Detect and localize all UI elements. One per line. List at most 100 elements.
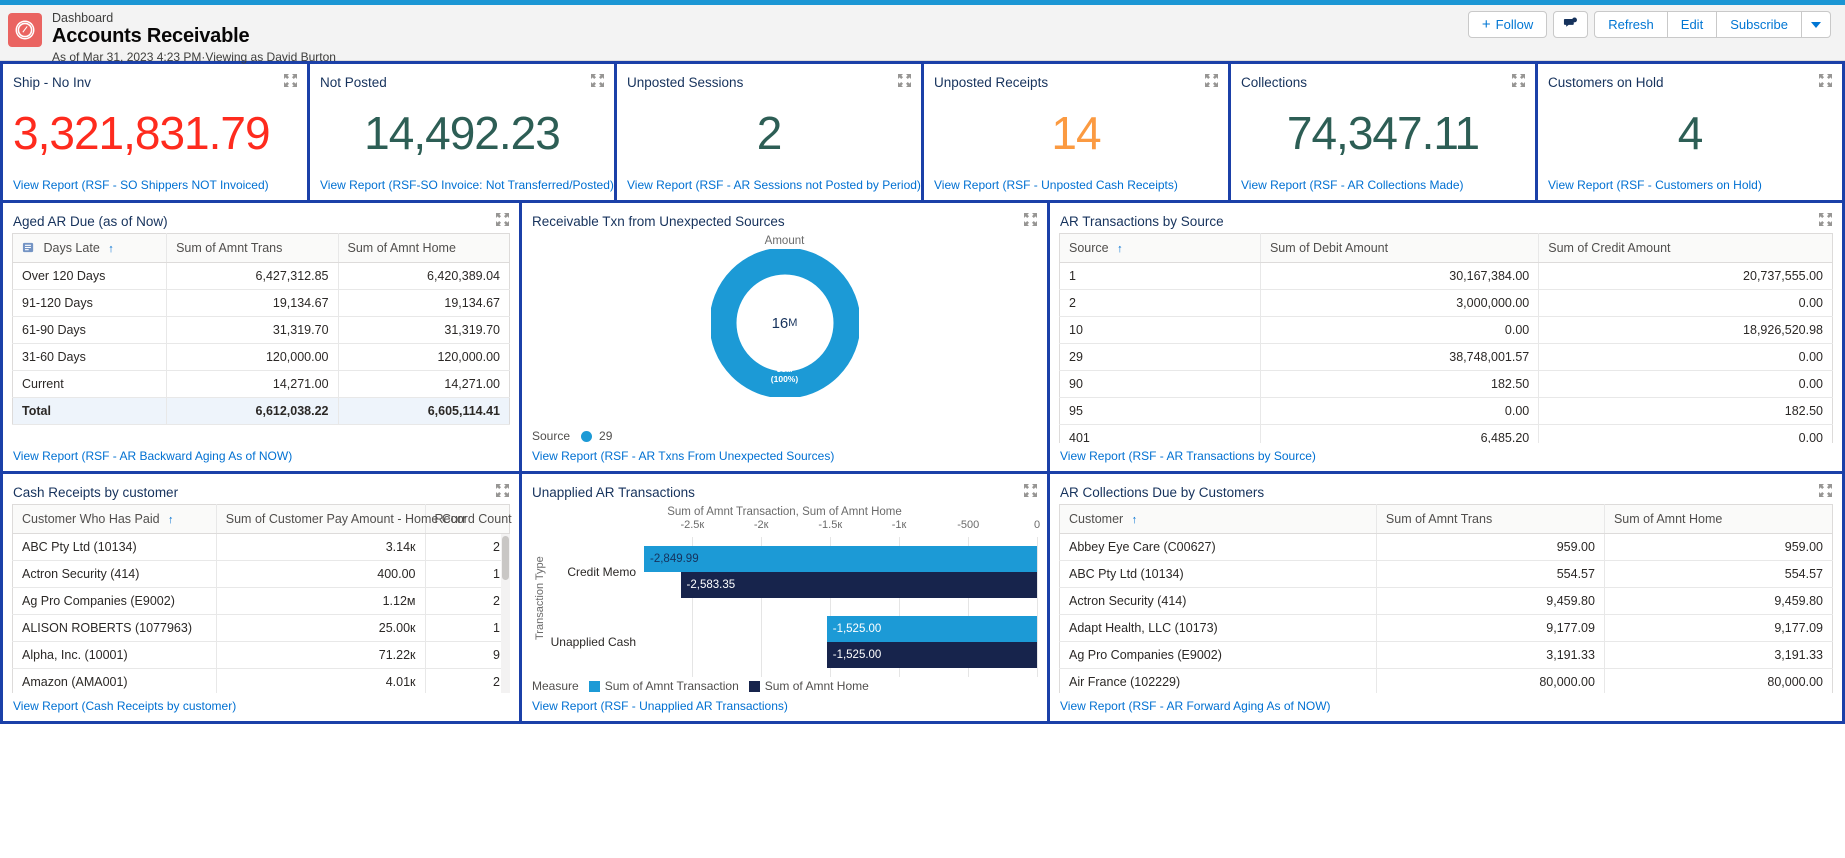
- cell-customer[interactable]: ABC Pty Ltd (10134): [1059, 560, 1377, 588]
- table-row[interactable]: Amazon (AMA001) 4.01к 2: [12, 668, 510, 693]
- table-row[interactable]: 31-60 Days 120,000.00 120,000.00: [11, 343, 511, 371]
- column-header-customer-paid[interactable]: Customer Who Has Paid ↑: [12, 504, 217, 534]
- table-row[interactable]: 10 0.00 18,926,520.98: [1059, 316, 1833, 344]
- column-header-customer[interactable]: Customer ↑: [1059, 504, 1377, 534]
- more-actions-button[interactable]: [1802, 11, 1831, 38]
- table-row[interactable]: Abbey Eye Care (C00627) 959.00 959.00: [1059, 533, 1834, 561]
- expand-icon[interactable]: [1819, 213, 1832, 226]
- expand-icon[interactable]: [1819, 484, 1832, 497]
- table-row[interactable]: Air France (102229) 80,000.00 80,000.00: [1059, 668, 1834, 693]
- expand-icon[interactable]: [1205, 74, 1218, 87]
- cell-customer[interactable]: Actron Security (414): [1059, 587, 1377, 615]
- view-report-link[interactable]: View Report (RSF - AR Forward Aging As o…: [1060, 699, 1331, 713]
- expand-icon[interactable]: [284, 74, 297, 87]
- kpi-card-not-posted[interactable]: Not Posted 14,492.23 View Report (RSF-SO…: [310, 64, 614, 200]
- cell-customer[interactable]: Amazon (AMA001): [12, 668, 217, 693]
- cell-customer[interactable]: Abbey Eye Care (C00627): [1059, 533, 1377, 561]
- table-row[interactable]: Actron Security (414) 9,459.80 9,459.80: [1059, 587, 1834, 615]
- cell-customer[interactable]: Actron Security (414): [12, 560, 217, 588]
- column-header-record-count[interactable]: Record Count: [425, 504, 512, 534]
- column-header-sum-amnt-trans[interactable]: Sum of Amnt Trans: [166, 233, 339, 263]
- table-row[interactable]: 90 182.50 0.00: [1059, 370, 1833, 398]
- view-report-link[interactable]: View Report (RSF - AR Txns From Unexpect…: [532, 449, 835, 463]
- view-report-link[interactable]: View Report (Cash Receipts by customer): [13, 699, 237, 713]
- table-row[interactable]: 1 30,167,384.00 20,737,555.00: [1059, 262, 1833, 290]
- view-report-link[interactable]: View Report (RSF - Unposted Cash Receipt…: [934, 178, 1178, 192]
- table-row[interactable]: 91-120 Days 19,134.67 19,134.67: [11, 289, 511, 317]
- expand-icon[interactable]: [1819, 74, 1832, 87]
- column-header-pay-amount[interactable]: Sum of Customer Pay Amount - Home Curr: [216, 504, 466, 534]
- expand-icon[interactable]: [1024, 213, 1037, 226]
- kpi-card-customers-on-hold[interactable]: Customers on Hold 4 View Report (RSF - C…: [1538, 64, 1842, 200]
- table-scrollbar-track[interactable]: [501, 534, 510, 693]
- edit-button[interactable]: Edit: [1667, 11, 1718, 38]
- legend-color-swatch: [581, 430, 593, 442]
- cell-customer[interactable]: Adapt Health, LLC (10173): [1059, 614, 1377, 642]
- view-report-link[interactable]: View Report (RSF - Customers on Hold): [1548, 178, 1762, 192]
- kpi-card-unposted-sessions[interactable]: Unposted Sessions 2 View Report (RSF - A…: [617, 64, 921, 200]
- view-report-link[interactable]: View Report (RSF - AR Transactions by So…: [1060, 449, 1316, 463]
- table-row[interactable]: ABC Pty Ltd (10134) 554.57 554.57: [1059, 560, 1834, 588]
- expand-icon[interactable]: [1024, 484, 1037, 497]
- table-row[interactable]: Ag Pro Companies (E9002) 3,191.33 3,191.…: [1059, 641, 1834, 669]
- donut-ring[interactable]: 16 M 35м (100%): [709, 247, 860, 399]
- table-row[interactable]: Actron Security (414) 400.00 1: [12, 560, 510, 588]
- table-row[interactable]: 61-90 Days 31,319.70 31,319.70: [11, 316, 511, 344]
- cell-customer[interactable]: Air France (102229): [1059, 668, 1377, 693]
- kpi-card-unposted-receipts[interactable]: Unposted Receipts 14 View Report (RSF - …: [924, 64, 1228, 200]
- table-row[interactable]: Over 120 Days 6,427,312.85 6,420,389.04: [11, 262, 511, 290]
- view-report-link[interactable]: View Report (RSF - AR Collections Made): [1241, 178, 1464, 192]
- table-row[interactable]: 29 38,748,001.57 0.00: [1059, 343, 1833, 371]
- column-header-credit[interactable]: Sum of Credit Amount: [1538, 233, 1833, 263]
- table-scrollbar-thumb[interactable]: [502, 536, 509, 580]
- cell-customer[interactable]: Ag Pro Companies (E9002): [1059, 641, 1377, 669]
- legend-item-transaction[interactable]: Sum of Amnt Transaction: [588, 679, 739, 693]
- plus-icon: +: [1481, 16, 1491, 33]
- column-header-sum-amnt-home[interactable]: Sum of Amnt Home: [338, 233, 511, 263]
- expand-icon[interactable]: [1512, 74, 1525, 87]
- expand-icon[interactable]: [591, 74, 604, 87]
- expand-icon[interactable]: [496, 484, 509, 497]
- expand-icon[interactable]: [496, 213, 509, 226]
- page-title: Accounts Receivable: [52, 25, 250, 48]
- bar-unapplied-cash-home[interactable]: -1,525.00: [644, 642, 1037, 668]
- kpi-card-ship-no-inv[interactable]: Ship - No Inv 3,321,831.79 View Report (…: [3, 64, 307, 200]
- column-header-amnt-trans[interactable]: Sum of Amnt Trans: [1376, 504, 1605, 534]
- table-row[interactable]: Ag Pro Companies (E9002) 1.12м 2: [12, 587, 510, 615]
- bar-unapplied-cash-transaction[interactable]: -1,525.00: [644, 616, 1037, 642]
- table-row[interactable]: 401 6,485.20 0.00: [1059, 424, 1833, 443]
- panel-ar-collections-due: AR Collections Due by Customers Customer…: [1050, 474, 1842, 721]
- view-report-link[interactable]: View Report (RSF-SO Invoice: Not Transfe…: [320, 178, 614, 192]
- table-row[interactable]: Current 14,271.00 14,271.00: [11, 370, 511, 398]
- table-row[interactable]: ALISON ROBERTS (1077963) 25.00к 1: [12, 614, 510, 642]
- refresh-button[interactable]: Refresh: [1594, 11, 1668, 38]
- table-row[interactable]: 2 3,000,000.00 0.00: [1059, 289, 1833, 317]
- view-report-link[interactable]: View Report (RSF - AR Backward Aging As …: [13, 449, 293, 463]
- donut-total: 16: [771, 314, 789, 332]
- bar-credit-memo-transaction[interactable]: -2,849.99: [644, 546, 1037, 572]
- legend-item-home[interactable]: Sum of Amnt Home: [748, 679, 869, 693]
- view-report-link[interactable]: View Report (RSF - Unapplied AR Transact…: [532, 699, 788, 713]
- cell-customer[interactable]: ALISON ROBERTS (1077963): [12, 614, 217, 642]
- column-header-source[interactable]: Source ↑: [1059, 233, 1261, 263]
- table-row[interactable]: 95 0.00 182.50: [1059, 397, 1833, 425]
- table-row[interactable]: ABC Pty Ltd (10134) 3.14к 2: [12, 533, 510, 561]
- follow-button[interactable]: + Follow: [1467, 11, 1548, 38]
- subscribe-button[interactable]: Subscribe: [1717, 11, 1802, 38]
- kpi-card-collections[interactable]: Collections 74,347.11 View Report (RSF -…: [1231, 64, 1535, 200]
- cell-customer[interactable]: ABC Pty Ltd (10134): [12, 533, 217, 561]
- bar-credit-memo-home[interactable]: -2,583.35: [644, 572, 1037, 598]
- column-header-debit[interactable]: Sum of Debit Amount: [1260, 233, 1540, 263]
- column-header-days-late[interactable]: Days Late ↑: [11, 233, 168, 263]
- expand-icon[interactable]: [898, 74, 911, 87]
- table-container: Days Late ↑ Sum of Amnt Trans Sum of Amn…: [3, 233, 519, 443]
- cell-customer[interactable]: Ag Pro Companies (E9002): [12, 587, 217, 615]
- table-row[interactable]: Adapt Health, LLC (10173) 9,177.09 9,177…: [1059, 614, 1834, 642]
- share-button[interactable]: [1553, 11, 1589, 38]
- panel-unapplied-ar-transactions: Unapplied AR Transactions Sum of Amnt Tr…: [522, 474, 1047, 721]
- table-row[interactable]: Alpha, Inc. (10001) 71.22к 9: [12, 641, 510, 669]
- cell-customer[interactable]: Alpha, Inc. (10001): [12, 641, 217, 669]
- view-report-link[interactable]: View Report (RSF - SO Shippers NOT Invoi…: [13, 178, 269, 192]
- column-header-amnt-home[interactable]: Sum of Amnt Home: [1604, 504, 1834, 534]
- view-report-link[interactable]: View Report (RSF - AR Sessions not Poste…: [627, 178, 921, 192]
